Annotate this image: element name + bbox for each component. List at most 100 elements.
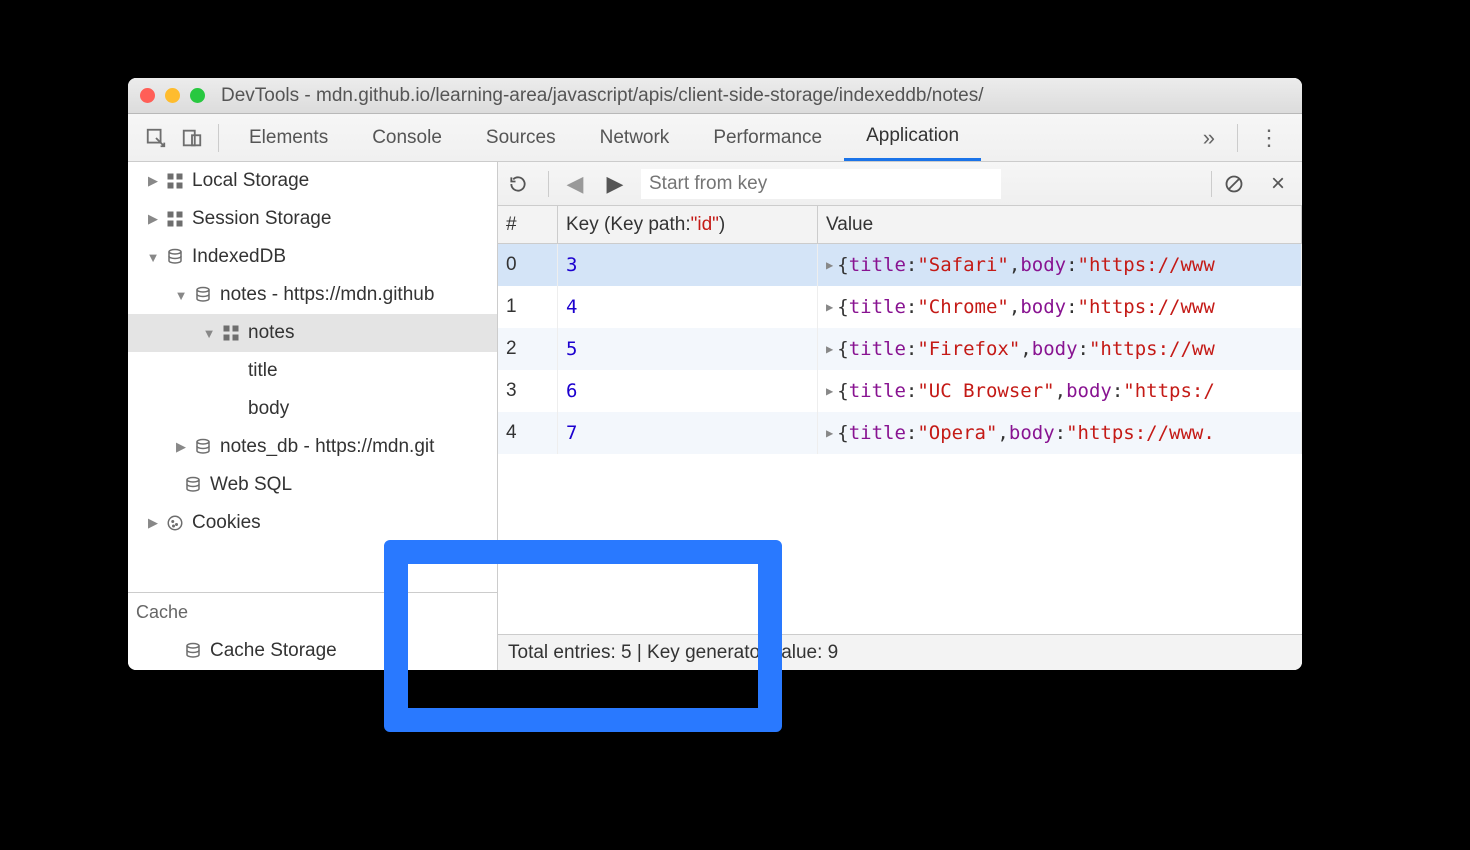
row-value[interactable]: ▶{title: "Chrome", body: "https://www [818,286,1302,328]
minimize-window-button[interactable] [165,88,180,103]
tree-item[interactable]: ▶Cookies [128,504,497,542]
idb-table-body: 03▶{title: "Safari", body: "https://www1… [498,244,1302,634]
tree-item[interactable]: title [128,352,497,390]
idb-table-header: # Key (Key path: "id") Value [498,206,1302,244]
disclosure-arrow-icon[interactable]: ▶ [146,211,160,227]
start-from-key-input[interactable] [641,169,1001,199]
storage-tree: ▶ Local Storage ▶ Session Storage ▼ IndexedDB… [128,162,497,592]
zoom-window-button[interactable] [190,88,205,103]
col-value-header[interactable]: Value [818,206,1302,243]
cache-section-label: Cache [128,592,497,632]
row-value[interactable]: ▶{title: "Firefox", body: "https://ww [818,328,1302,370]
expand-arrow-icon[interactable]: ▶ [826,426,833,440]
devtools-tabbar: ElementsConsoleSourcesNetworkPerformance… [128,114,1302,162]
grid-icon [164,172,186,190]
disclosure-arrow-icon[interactable]: ▶ [146,515,160,531]
table-row[interactable]: 14▶{title: "Chrome", body: "https://www [498,286,1302,328]
tree-item-label: notes_db - https://mdn.git [220,436,434,458]
row-index: 0 [498,244,558,286]
row-index: 3 [498,370,558,412]
indexeddb-panel: ◀ ▶ × # Key (Key path: "id") Value 03▶{t… [498,162,1302,670]
table-row[interactable]: 25▶{title: "Firefox", body: "https://ww [498,328,1302,370]
row-index: 1 [498,286,558,328]
row-value[interactable]: ▶{title: "UC Browser", body: "https:/ [818,370,1302,412]
idb-footer: Total entries: 5 | Key generator value: … [498,634,1302,670]
tree-item-label: Local Storage [192,170,309,192]
expand-arrow-icon[interactable]: ▶ [826,384,833,398]
disclosure-arrow-icon[interactable]: ▼ [146,250,160,265]
tree-item[interactable]: body [128,390,497,428]
expand-arrow-icon[interactable]: ▶ [826,258,833,272]
inspect-element-icon[interactable] [138,127,174,149]
window-titlebar: DevTools - mdn.github.io/learning-area/j… [128,78,1302,114]
db-icon [164,248,186,266]
row-key: 4 [558,286,818,328]
prev-page-icon[interactable]: ◀ [561,171,589,197]
divider [218,124,219,152]
application-sidebar: ▶ Local Storage ▶ Session Storage ▼ IndexedDB… [128,162,498,670]
grid-icon [220,324,242,342]
tree-item-label: title [248,360,278,382]
tab-performance[interactable]: Performance [691,114,844,161]
grid-icon [164,210,186,228]
tree-item[interactable]: ▼ IndexedDB [128,238,497,276]
divider [548,171,549,197]
window-title: DevTools - mdn.github.io/learning-area/j… [221,85,984,107]
delete-selected-icon[interactable]: × [1264,170,1292,198]
tree-item-label: Session Storage [192,208,331,230]
disclosure-arrow-icon[interactable]: ▶ [174,439,188,455]
close-window-button[interactable] [140,88,155,103]
db-icon [182,476,204,494]
row-key: 7 [558,412,818,454]
tree-item[interactable]: Cache Storage [128,632,497,670]
disclosure-arrow-icon[interactable]: ▼ [174,288,188,303]
row-value[interactable]: ▶{title: "Opera", body: "https://www. [818,412,1302,454]
tab-sources[interactable]: Sources [464,114,578,161]
expand-arrow-icon[interactable]: ▶ [826,342,833,356]
row-value[interactable]: ▶{title: "Safari", body: "https://www [818,244,1302,286]
row-index: 4 [498,412,558,454]
expand-arrow-icon[interactable]: ▶ [826,300,833,314]
row-key: 3 [558,244,818,286]
disclosure-arrow-icon[interactable]: ▶ [146,173,160,189]
col-index-header[interactable]: # [498,206,558,243]
tree-item[interactable]: ▶ Local Storage [128,162,497,200]
table-row[interactable]: 36▶{title: "UC Browser", body: "https:/ [498,370,1302,412]
device-toolbar-icon[interactable] [174,127,210,149]
tree-item-label: IndexedDB [192,246,286,268]
col-key-header[interactable]: Key (Key path: "id") [558,206,818,243]
row-index: 2 [498,328,558,370]
settings-menu-icon[interactable]: ⋮ [1246,125,1292,151]
tree-item-label: notes [248,322,294,344]
db-icon [192,438,214,456]
tab-application[interactable]: Application [844,114,981,161]
table-row[interactable]: 47▶{title: "Opera", body: "https://www. [498,412,1302,454]
tree-item[interactable]: Web SQL [128,466,497,504]
tree-item[interactable]: ▶ notes_db - https://mdn.git [128,428,497,466]
traffic-lights [140,88,205,103]
tree-item-label: Web SQL [210,474,292,496]
row-key: 5 [558,328,818,370]
clear-object-store-icon[interactable] [1224,174,1252,194]
tree-item[interactable]: ▶ Session Storage [128,200,497,238]
tree-item[interactable]: ▼ notes - https://mdn.github [128,276,497,314]
refresh-icon[interactable] [508,174,536,194]
footer-text: Total entries: 5 | Key generator value: … [508,642,838,664]
devtools-window: DevTools - mdn.github.io/learning-area/j… [128,78,1302,670]
tree-item-label: notes - https://mdn.github [220,284,434,306]
table-row[interactable]: 03▶{title: "Safari", body: "https://www [498,244,1302,286]
tree-item-label: body [248,398,289,420]
tab-network[interactable]: Network [578,114,692,161]
cookie-icon [164,514,186,532]
tree-item[interactable]: ▼ notes [128,314,497,352]
tabs-overflow-button[interactable]: » [1189,125,1229,151]
disclosure-arrow-icon[interactable]: ▼ [202,326,216,341]
db-icon [182,642,204,660]
next-page-icon[interactable]: ▶ [601,171,629,197]
db-icon [192,286,214,304]
divider [1211,171,1212,197]
divider [1237,124,1238,152]
tab-console[interactable]: Console [350,114,464,161]
tab-elements[interactable]: Elements [227,114,350,161]
idb-toolbar: ◀ ▶ × [498,162,1302,206]
